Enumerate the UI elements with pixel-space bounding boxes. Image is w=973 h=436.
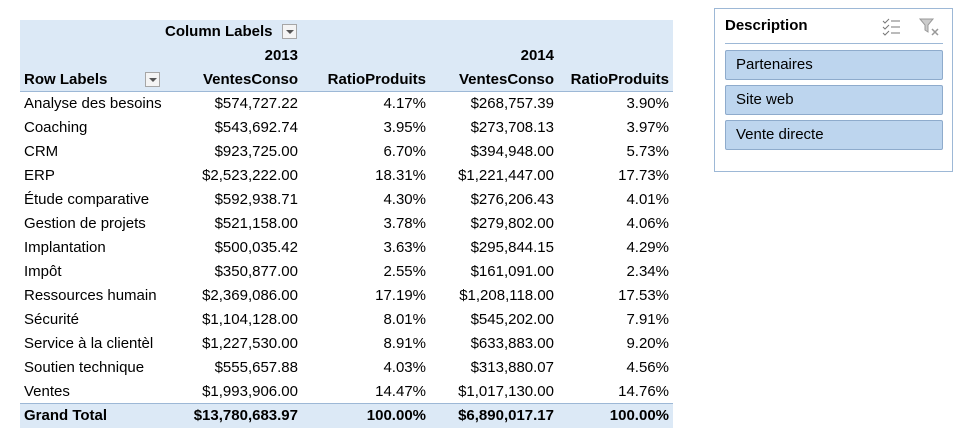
value-cell: $1,104,128.00 — [202, 311, 298, 328]
value-cell: 17.19% — [375, 287, 426, 304]
value-cell: 6.70% — [383, 143, 426, 160]
row-label: ERP — [24, 167, 55, 184]
value-cell: $313,880.07 — [470, 359, 554, 376]
slicer-item[interactable]: Partenaires — [725, 50, 943, 80]
header-rule — [20, 91, 673, 92]
measure-header: VentesConso — [202, 71, 298, 88]
row-label: Service à la clientèl — [24, 335, 154, 352]
value-cell: $276,206.43 — [470, 191, 554, 208]
value-cell: 2.55% — [383, 263, 426, 280]
slicer-title: Description — [725, 17, 808, 34]
value-cell: 4.17% — [383, 95, 426, 112]
row-label: Sécurité — [24, 311, 80, 328]
row-label: Coaching — [24, 119, 88, 136]
value-cell: $633,883.00 — [470, 335, 554, 352]
value-cell: $161,091.00 — [470, 263, 554, 280]
value-cell: $1,993,906.00 — [202, 383, 298, 400]
value-cell: 5.73% — [626, 143, 669, 160]
total-label: Grand Total — [24, 407, 108, 424]
column-labels: Column Labels — [165, 23, 273, 40]
row-label: Étude comparative — [24, 191, 150, 208]
slicer-item[interactable]: Site web — [725, 85, 943, 115]
clear-filter-icon[interactable] — [919, 17, 941, 37]
row-label: Soutien technique — [24, 359, 145, 376]
value-cell: $1,208,118.00 — [459, 287, 554, 304]
value-cell: 4.06% — [626, 215, 669, 232]
value-cell: $555,657.88 — [214, 359, 298, 376]
value-cell: 14.47% — [375, 383, 426, 400]
total-cell: 100.00% — [609, 407, 669, 424]
value-cell: 3.63% — [383, 239, 426, 256]
value-cell: 17.53% — [618, 287, 669, 304]
year-header: 2014 — [520, 47, 554, 64]
row-labels: Row Labels — [24, 71, 108, 88]
row-label: Ressources humain — [24, 287, 157, 304]
value-cell: 4.30% — [383, 191, 426, 208]
measure-header: RatioProduits — [570, 71, 669, 88]
slicer: Description Partenaires Site web Vente dir… — [714, 8, 953, 172]
filter-dropdown[interactable] — [145, 72, 160, 87]
value-cell: $1,227,530.00 — [202, 335, 298, 352]
value-cell: $545,202.00 — [470, 311, 554, 328]
value-cell: $273,708.13 — [470, 119, 554, 136]
row-label: CRM — [24, 143, 59, 160]
slicer-rule — [725, 43, 943, 44]
multi-select-icon[interactable] — [881, 17, 903, 37]
value-cell: 9.20% — [626, 335, 669, 352]
row-label: Analyse des besoins — [24, 95, 162, 112]
value-cell: 3.97% — [626, 119, 669, 136]
value-cell: $574,727.22 — [214, 95, 298, 112]
row-label: Implantation — [24, 239, 106, 256]
value-cell: $295,844.15 — [470, 239, 554, 256]
value-cell: 3.78% — [383, 215, 426, 232]
total-cell: 100.00% — [366, 407, 426, 424]
total-rule — [20, 403, 673, 404]
filter-dropdown[interactable] — [282, 24, 297, 39]
value-cell: 17.73% — [618, 167, 669, 184]
value-cell: 8.91% — [383, 335, 426, 352]
value-cell: $279,802.00 — [470, 215, 554, 232]
value-cell: 4.01% — [626, 191, 669, 208]
value-cell: 4.56% — [626, 359, 669, 376]
total-cell: $6,890,017.17 — [458, 407, 554, 424]
row-label: Impôt — [24, 263, 62, 280]
value-cell: 4.29% — [626, 239, 669, 256]
value-cell: $2,523,222.00 — [202, 167, 298, 184]
value-cell: 7.91% — [626, 311, 669, 328]
value-cell: 2.34% — [626, 263, 669, 280]
value-cell: $500,035.42 — [214, 239, 298, 256]
value-cell: 3.90% — [626, 95, 669, 112]
header-band — [20, 20, 673, 92]
value-cell: $1,017,130.00 — [458, 383, 554, 400]
value-cell: 3.95% — [383, 119, 426, 136]
value-cell: $350,877.00 — [214, 263, 298, 280]
value-cell: 18.31% — [375, 167, 426, 184]
measure-header: VentesConso — [458, 71, 554, 88]
value-cell: $923,725.00 — [214, 143, 298, 160]
measure-header: RatioProduits — [327, 71, 426, 88]
row-label: Ventes — [24, 383, 70, 400]
value-cell: $394,948.00 — [470, 143, 554, 160]
value-cell: 14.76% — [618, 383, 669, 400]
total-band — [20, 404, 673, 428]
value-cell: $592,938.71 — [214, 191, 298, 208]
slicer-item[interactable]: Vente directe — [725, 120, 943, 150]
year-header: 2013 — [264, 47, 298, 64]
value-cell: $543,692.74 — [214, 119, 298, 136]
value-cell: $268,757.39 — [470, 95, 554, 112]
total-cell: $13,780,683.97 — [193, 407, 298, 424]
row-label: Gestion de projets — [24, 215, 146, 232]
value-cell: $521,158.00 — [214, 215, 298, 232]
value-cell: 4.03% — [383, 359, 426, 376]
value-cell: 8.01% — [383, 311, 426, 328]
value-cell: $2,369,086.00 — [202, 287, 298, 304]
value-cell: $1,221,447.00 — [458, 167, 554, 184]
